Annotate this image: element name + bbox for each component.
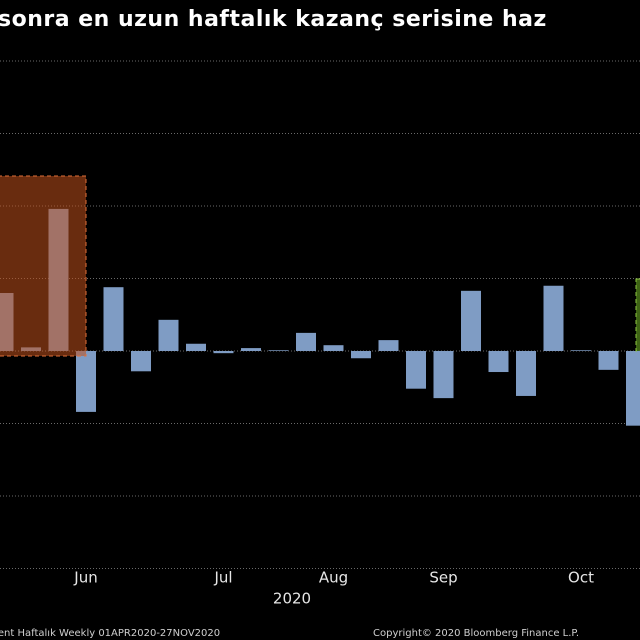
x-tick-label: Jul (213, 569, 232, 587)
highlight-box (0, 175, 87, 357)
bar (103, 287, 124, 351)
bar (76, 351, 96, 412)
bar (186, 343, 206, 351)
x-tick-label: Sep (429, 569, 457, 587)
bar (241, 348, 261, 351)
bar (213, 351, 234, 354)
bar (488, 351, 509, 373)
bar (461, 290, 481, 351)
bar (378, 340, 399, 351)
x-tick-label: Jun (73, 569, 97, 587)
highlight-box (635, 278, 640, 352)
bar (626, 351, 640, 426)
bar (296, 332, 316, 351)
x-tick-label: Aug (319, 569, 348, 587)
bar (406, 351, 426, 389)
bar (131, 351, 151, 372)
bar (571, 350, 591, 351)
chart-title: sonra en uzun haftalık kazanç serisine h… (0, 7, 547, 32)
footer-source: rent Haftalık Weekly 01APR2020-27NOV2020 (0, 628, 220, 639)
bar (598, 351, 619, 370)
x-tick-label: Oct (568, 569, 594, 587)
bar (351, 351, 371, 359)
bar (543, 285, 564, 351)
plot-area: Jun Jul Aug Sep Oct (0, 60, 640, 587)
footer-copyright: Copyright© 2020 Bloomberg Finance L.P. (373, 628, 579, 639)
bar (158, 319, 179, 351)
x-axis-title: 2020 (273, 590, 311, 608)
bar (323, 345, 344, 351)
bar (268, 350, 289, 351)
bar (516, 351, 536, 396)
bar (433, 351, 454, 399)
